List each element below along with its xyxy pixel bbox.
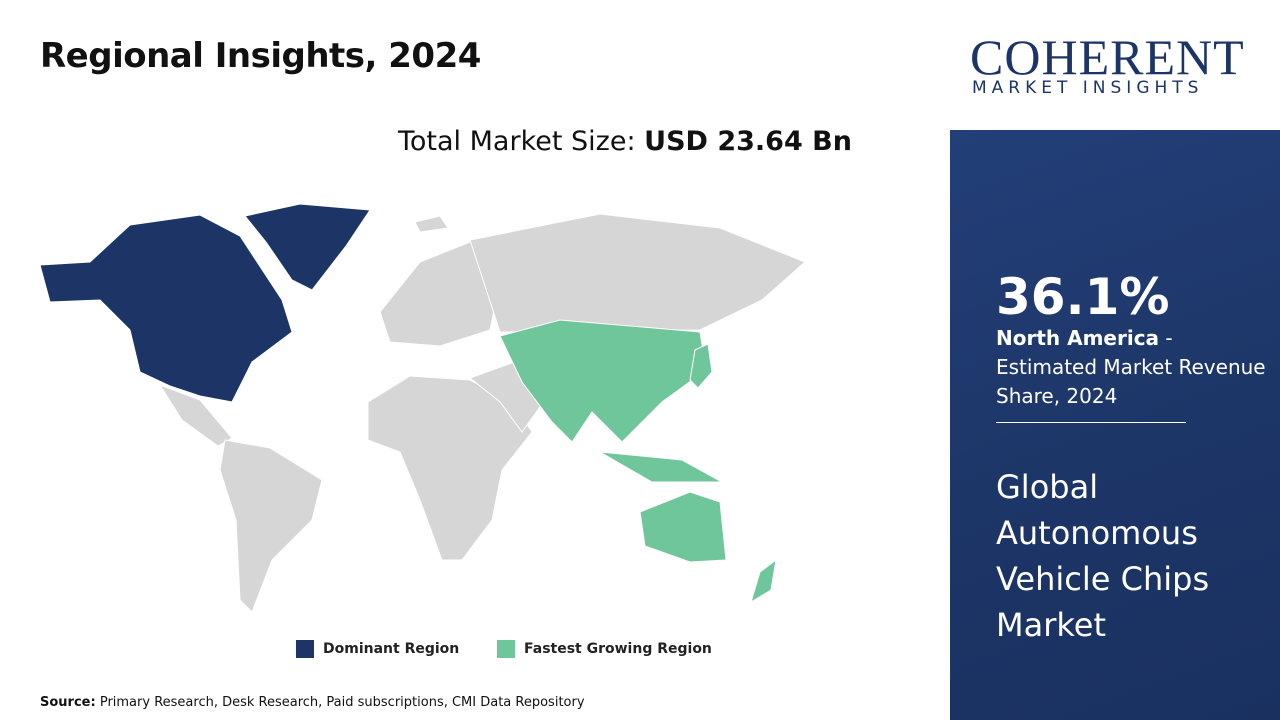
source: Source: Primary Research, Desk Research,… — [40, 695, 585, 710]
share-value: 36.1% — [996, 268, 1170, 326]
legend-fastest: Fastest Growing Region — [497, 640, 712, 658]
legend-dominant: Dominant Region — [296, 640, 459, 658]
russia — [469, 213, 806, 333]
side-panel: 36.1% North America - Estimated Market R… — [950, 130, 1280, 720]
asia — [499, 319, 707, 443]
market-size: Total Market Size: USD 23.64 Bn — [398, 126, 852, 157]
other-regions — [158, 213, 806, 613]
legend-swatch — [296, 640, 314, 658]
share-description: North America - Estimated Market Revenue… — [996, 324, 1266, 411]
legend-label: Dominant Region — [323, 641, 460, 657]
legend-label: Fastest Growing Region — [524, 641, 712, 657]
dominant-region — [39, 203, 371, 403]
source-text: Primary Research, Desk Research, Paid su… — [99, 695, 585, 710]
logo: COHERENT MARKET INSIGHTS — [950, 0, 1280, 130]
japan — [689, 343, 713, 389]
market-name: Global Autonomous Vehicle Chips Market — [996, 468, 1210, 644]
fastest-region — [499, 319, 777, 604]
africa — [367, 375, 533, 561]
legend-swatch — [497, 640, 515, 658]
world-map — [39, 203, 806, 613]
region-name: North America — [996, 326, 1160, 350]
logo-name: COHERENT — [970, 29, 1245, 85]
market-size-label: Total Market Size: — [398, 126, 636, 157]
logo-tagline: MARKET INSIGHTS — [972, 78, 1204, 98]
greenland — [244, 203, 371, 291]
north-america — [39, 214, 293, 403]
source-label: Source: — [40, 695, 96, 710]
new-zealand — [750, 558, 777, 604]
south-america — [219, 439, 323, 613]
description: - Estimated Market Revenue Share, 2024 — [996, 326, 1266, 408]
title: Regional Insights, 2024 — [40, 36, 481, 76]
iceland — [414, 215, 449, 233]
australia — [639, 491, 727, 563]
market-size-value: USD 23.64 Bn — [644, 126, 852, 157]
southeast-asia — [599, 451, 723, 483]
divider — [996, 422, 1186, 423]
